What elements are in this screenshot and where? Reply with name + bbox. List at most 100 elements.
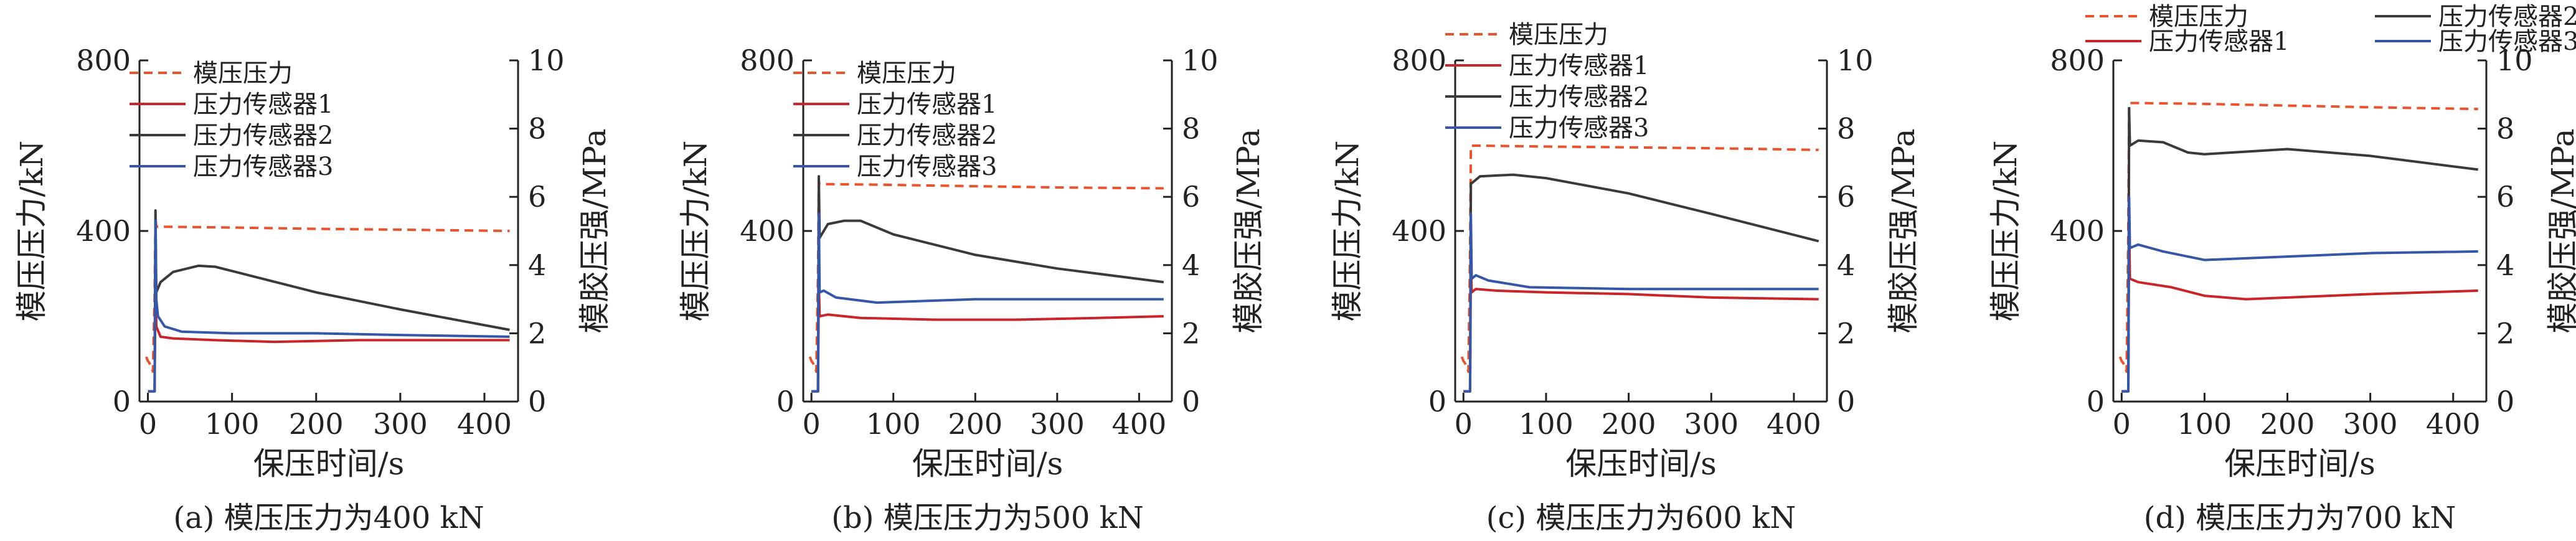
series-line (2121, 106, 2478, 393)
x-tick-label: 100 (2177, 407, 2232, 441)
x-axis-title: 保压时间/s (912, 446, 1064, 482)
x-tick-label: 300 (1030, 407, 1085, 441)
legend-label: 压力传感器3 (193, 153, 333, 181)
x-tick-label: 300 (2343, 407, 2398, 441)
right-y-tick-label: 10 (528, 44, 565, 77)
series-line (2118, 101, 2478, 373)
legend-label: 压力传感器3 (857, 153, 997, 181)
left-y-tick-label: 400 (2050, 214, 2105, 248)
right-y-tick-label: 8 (1182, 112, 1200, 146)
left-y-tick-label: 0 (776, 385, 795, 418)
right-y-tick-label: 4 (2496, 248, 2514, 282)
left-y-tick-label: 400 (740, 214, 795, 248)
x-tick-label: 0 (139, 407, 157, 441)
legend-label: 压力传感器1 (193, 90, 333, 119)
x-tick-label: 400 (457, 407, 512, 441)
x-tick-label: 300 (1684, 407, 1739, 441)
series-line (811, 175, 1164, 393)
right-y-tick-label: 0 (1182, 385, 1200, 418)
x-tick-label: 0 (1455, 407, 1473, 441)
right-y-axis-title: 模胶压强/MPa (1230, 128, 1267, 333)
right-y-tick-label: 8 (1837, 112, 1855, 146)
x-tick-label: 200 (948, 407, 1003, 441)
series-line (1463, 212, 1819, 393)
left-y-tick-label: 800 (1392, 44, 1446, 77)
legend-label: 模压压力 (857, 59, 956, 88)
series-line (811, 212, 1164, 393)
x-tick-label: 0 (803, 407, 821, 441)
x-axis-title: 保压时间/s (253, 446, 405, 482)
legend-label: 压力传感器1 (1509, 52, 1649, 80)
chart-panel: 0 100 200 300 400 0 400 800 0 2 4 6 8 10 模压压力/kN 模胶压强/M… (1329, 21, 1922, 535)
series-line (2121, 195, 2478, 393)
series-line (1463, 173, 1819, 393)
series-line (148, 219, 510, 393)
right-y-tick-label: 6 (1837, 180, 1855, 214)
series-line (2121, 219, 2478, 393)
right-y-axis-title: 模胶压强/MPa (1885, 128, 1922, 333)
series-line (1460, 144, 1819, 373)
x-tick-label: 200 (1602, 407, 1656, 441)
left-y-tick-label: 400 (76, 214, 131, 248)
right-y-tick-label: 6 (1182, 180, 1200, 214)
left-y-axis-title: 模压压力/kN (1988, 141, 2024, 322)
left-y-axis-title: 模压压力/kN (14, 141, 50, 322)
legend-label: 模压压力 (1509, 21, 1608, 49)
legend-label: 压力传感器3 (2438, 27, 2576, 56)
series-line (808, 181, 1164, 373)
legend-label: 压力传感器1 (857, 90, 997, 119)
left-y-tick-label: 800 (740, 44, 795, 77)
left-y-tick-label: 800 (76, 44, 131, 77)
right-y-tick-label: 0 (1837, 385, 1855, 418)
x-tick-label: 400 (2426, 407, 2481, 441)
chart-panel: 0 100 200 300 400 0 400 800 0 2 4 6 8 10 模压压力/kN 模胶压强/M… (677, 44, 1267, 535)
right-y-tick-label: 2 (528, 316, 546, 350)
x-tick-label: 400 (1767, 407, 1821, 441)
left-y-tick-label: 0 (2087, 385, 2105, 418)
right-y-tick-label: 2 (1837, 316, 1855, 350)
panel-caption: (d) 模压压力为700 kN (2144, 501, 2456, 535)
legend-label: 压力传感器2 (857, 121, 997, 150)
left-y-axis-title: 模压压力/kN (1329, 141, 1366, 322)
legend-label: 模压压力 (193, 59, 293, 88)
x-axis-title: 保压时间/s (1565, 446, 1717, 482)
right-y-tick-label: 10 (1182, 44, 1219, 77)
right-y-tick-label: 10 (2496, 44, 2533, 77)
right-y-tick-label: 2 (1182, 316, 1200, 350)
right-y-tick-label: 2 (2496, 316, 2514, 350)
x-tick-label: 200 (289, 407, 344, 441)
left-y-tick-label: 0 (113, 385, 131, 418)
left-y-axis-title: 模压压力/kN (677, 141, 714, 322)
panel-caption: (a) 模压压力为400 kN (173, 501, 484, 535)
series-line (144, 217, 510, 373)
x-tick-label: 300 (373, 407, 428, 441)
panel-caption: (c) 模压压力为600 kN (1486, 501, 1796, 535)
right-y-axis-title: 模胶压强/MPa (577, 128, 613, 333)
x-tick-label: 100 (1519, 407, 1573, 441)
chart-panel: 0 100 200 300 400 0 400 800 0 2 4 6 8 10 模压压力/kN 模胶压强/M… (14, 44, 613, 535)
right-y-tick-label: 8 (2496, 112, 2514, 146)
x-tick-label: 0 (2113, 407, 2131, 441)
chart-panel: 0 100 200 300 400 0 400 800 0 2 4 6 8 10 模压压力/kN 模胶压强/M… (1988, 2, 2576, 535)
legend-label: 压力传感器1 (2149, 27, 2289, 56)
series-line (148, 263, 510, 393)
legend-label: 压力传感器2 (193, 121, 333, 150)
x-axis-title: 保压时间/s (2224, 446, 2375, 482)
right-y-axis-title: 模胶压强/MPa (2545, 128, 2576, 333)
right-y-tick-label: 8 (528, 112, 546, 146)
series-line (148, 209, 510, 393)
left-y-tick-label: 400 (1392, 214, 1446, 248)
right-y-tick-label: 6 (528, 180, 546, 214)
x-tick-label: 100 (866, 407, 921, 441)
right-y-tick-label: 4 (1837, 248, 1855, 282)
panel-caption: (b) 模压压力为500 kN (831, 501, 1143, 535)
x-tick-label: 100 (205, 407, 260, 441)
right-y-tick-label: 4 (528, 248, 546, 282)
legend-label: 压力传感器3 (1509, 114, 1649, 143)
right-y-tick-label: 0 (2496, 385, 2514, 418)
